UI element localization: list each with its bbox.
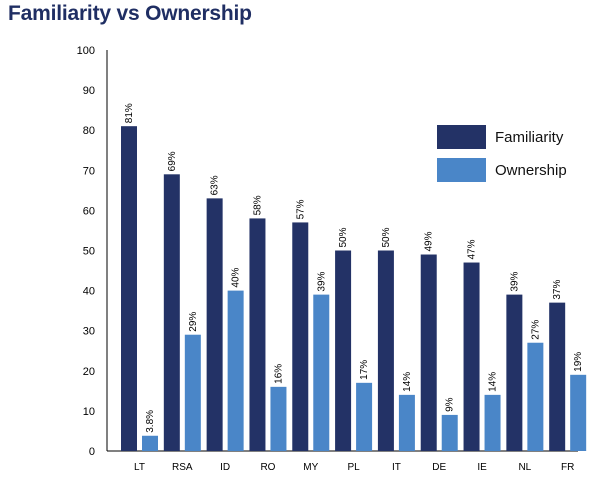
y-tick-label: 90 — [83, 85, 95, 97]
familiarity-bar — [292, 222, 309, 451]
data-label: 50% — [338, 227, 349, 247]
data-label: 27% — [530, 320, 541, 340]
familiarity-bar — [163, 174, 180, 451]
ownership-bar — [441, 414, 458, 451]
familiarity-bar — [335, 250, 352, 451]
ownership-bar — [356, 382, 373, 451]
data-label: 49% — [424, 231, 435, 251]
ownership-bar — [527, 342, 544, 451]
legend-swatch-familiarity — [437, 125, 486, 149]
familiarity-bar — [121, 126, 137, 451]
data-label: 40% — [231, 267, 242, 287]
data-label: 58% — [252, 195, 263, 215]
ownership-bar — [484, 394, 501, 451]
y-axis-ticks: 0 10 20 30 40 50 60 70 80 90 100 — [77, 45, 95, 458]
data-label: 9% — [445, 397, 456, 412]
chart-legend: Familiarity Ownership — [437, 125, 567, 182]
x-axis-ticks: LT RSA ID RO MY PL IT DE IE NL FR — [134, 462, 574, 473]
ownership-bar — [270, 386, 287, 451]
data-label: 14% — [488, 372, 499, 392]
familiarity-bar — [249, 218, 266, 451]
x-tick-label: ID — [220, 462, 230, 473]
x-tick-label: LT — [134, 462, 145, 473]
data-label: 39% — [316, 271, 327, 291]
ownership-bar — [142, 435, 158, 451]
data-label: 69% — [167, 151, 178, 171]
x-tick-label: IE — [477, 462, 487, 473]
data-label: 16% — [273, 364, 284, 384]
x-tick-label: IT — [392, 462, 401, 473]
data-label: 47% — [467, 239, 478, 259]
data-label: 57% — [295, 199, 306, 219]
data-label: 37% — [552, 280, 563, 300]
legend-swatch-ownership — [437, 158, 486, 182]
y-tick-label: 50 — [83, 246, 95, 258]
x-tick-label: DE — [432, 462, 446, 473]
familiarity-bar — [420, 254, 437, 451]
ownership-bar — [184, 334, 201, 451]
x-tick-label: RO — [260, 462, 275, 473]
data-label: 29% — [188, 312, 199, 332]
data-label: 3.8% — [145, 410, 156, 433]
data-label: 50% — [381, 227, 392, 247]
y-tick-label: 10 — [83, 406, 95, 418]
familiarity-bar — [506, 294, 523, 451]
x-tick-label: PL — [347, 462, 360, 473]
ownership-bar — [313, 294, 330, 451]
familiarity-bar — [549, 302, 566, 451]
y-tick-label: 70 — [83, 165, 95, 177]
ownership-bar — [398, 394, 415, 451]
familiarity-bar — [463, 262, 480, 451]
x-tick-label: MY — [303, 462, 318, 473]
legend-label-familiarity: Familiarity — [495, 129, 564, 146]
data-label: 19% — [573, 352, 584, 372]
familiarity-bar — [206, 198, 223, 451]
y-tick-label: 20 — [83, 366, 95, 378]
y-tick-label: 30 — [83, 326, 95, 338]
data-label: 81% — [124, 103, 135, 123]
y-tick-label: 100 — [77, 45, 95, 57]
y-tick-label: 40 — [83, 286, 95, 298]
data-label: 17% — [359, 360, 370, 380]
legend-label-ownership: Ownership — [495, 162, 567, 179]
data-label: 63% — [210, 175, 221, 195]
familiarity-bar — [377, 250, 394, 451]
x-tick-label: RSA — [172, 462, 193, 473]
y-tick-label: 0 — [89, 446, 95, 458]
y-tick-label: 60 — [83, 205, 95, 217]
data-label: 39% — [509, 271, 520, 291]
y-tick-label: 80 — [83, 125, 95, 137]
x-tick-label: FR — [561, 462, 574, 473]
data-label: 14% — [402, 372, 413, 392]
ownership-bar — [570, 374, 587, 451]
x-tick-label: NL — [518, 462, 531, 473]
chart-bars: 81% 3.8% 69% 29% 63% 40% 58% 16% 57% 39% 50% 17% 50%… — [121, 103, 587, 451]
ownership-bar — [227, 290, 244, 451]
chart-title: Familiarity vs Ownership — [8, 2, 252, 25]
